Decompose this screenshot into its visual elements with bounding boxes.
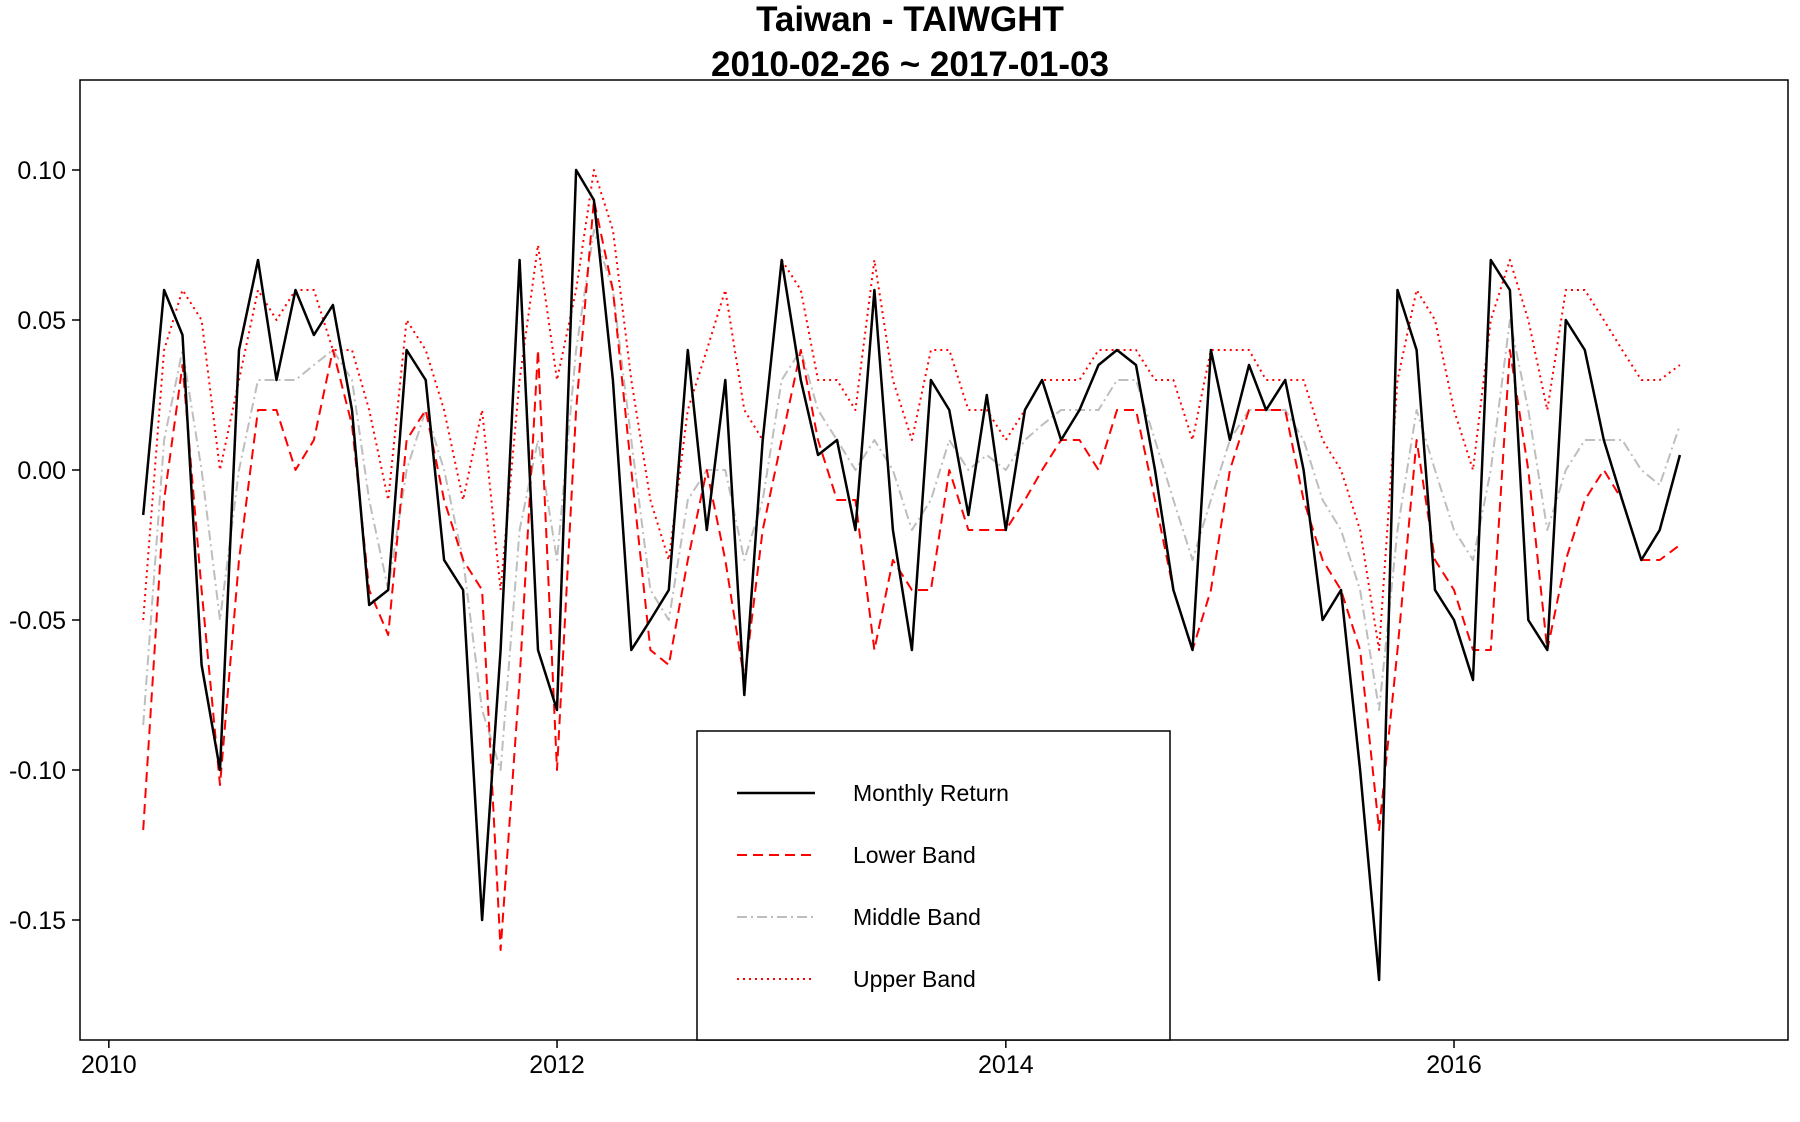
legend: Monthly Return Lower Band Middle Band Up…: [696, 730, 1171, 1041]
y-tick-label: -0.15: [9, 907, 66, 935]
plot-series: [141, 168, 1682, 982]
series-line-middle-band: [142, 229, 1681, 771]
legend-label-monthly-return: Monthly Return: [853, 780, 1009, 806]
x-axis: 2010 2012 2014 2016: [81, 1040, 1482, 1079]
y-tick-label: -0.10: [9, 757, 66, 785]
y-tick-label: -0.05: [9, 607, 66, 635]
y-tick-label: 0.05: [17, 307, 66, 335]
series-line-lower-band: [142, 199, 1681, 951]
legend-box: [696, 730, 1171, 1041]
series-line-monthly-return: [141, 168, 1682, 982]
y-tick-label: 0.10: [17, 157, 66, 185]
x-tick-label: 2010: [81, 1051, 137, 1079]
legend-label-lower-band: Lower Band: [853, 842, 976, 868]
y-tick-label: 0.00: [17, 457, 66, 485]
chart-subtitle: 2010-02-26 ~ 2017-01-03: [711, 45, 1109, 84]
legend-label-middle-band: Middle Band: [853, 904, 981, 930]
chart-title: Taiwan - TAIWGHT: [756, 0, 1064, 39]
x-tick-label: 2012: [529, 1051, 585, 1079]
x-tick-label: 2016: [1426, 1051, 1482, 1079]
series-line-upper-band: [142, 169, 1681, 651]
x-tick-label: 2014: [978, 1051, 1034, 1079]
y-axis: 0.10 0.05 0.00 -0.05 -0.10 -0.15: [9, 157, 80, 935]
legend-label-upper-band: Upper Band: [853, 966, 976, 992]
